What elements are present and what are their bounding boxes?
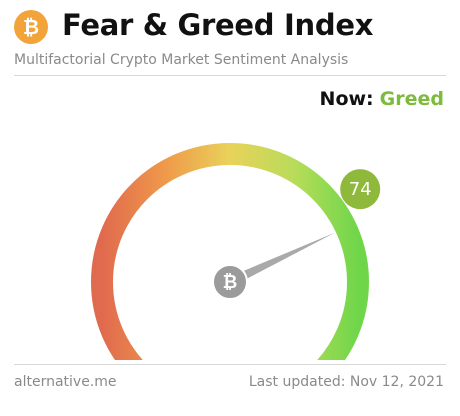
bitcoin-icon: ₿ [223, 272, 238, 293]
footer-divider [14, 364, 446, 365]
gauge-arc [91, 142, 369, 360]
last-updated: Last updated: Nov 12, 2021 [248, 374, 444, 390]
source-link[interactable]: alternative.me [14, 374, 117, 390]
header-divider [14, 75, 446, 76]
sentiment-gauge: ₿ 74 [91, 142, 381, 360]
page-subtitle: Multifactorial Crypto Market Sentiment A… [14, 52, 349, 68]
gauge-needle [227, 232, 335, 287]
bitcoin-icon: ₿ [14, 10, 48, 44]
gauge-hub: ₿ [212, 264, 248, 300]
current-status: Now: Greed [320, 88, 444, 110]
now-label: Now: [319, 88, 374, 110]
now-value: Greed [379, 88, 444, 110]
value-badge: 74 [340, 169, 381, 210]
svg-text:₿: ₿ [23, 15, 39, 39]
gauge-value: 74 [349, 179, 372, 200]
page-title: Fear & Greed Index [62, 8, 374, 42]
